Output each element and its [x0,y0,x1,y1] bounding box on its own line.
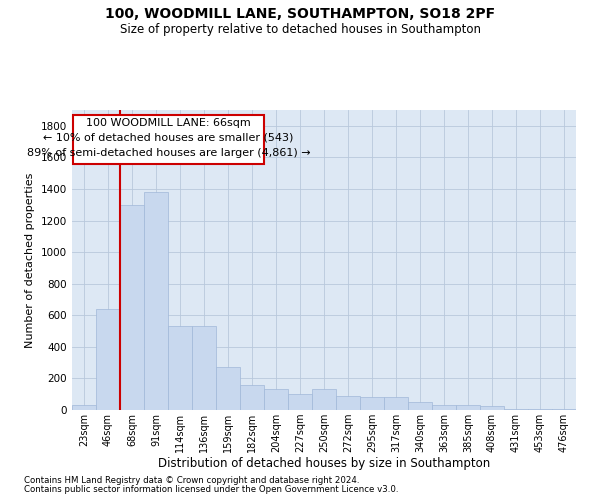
Bar [120,204,144,410]
Text: 100 WOODMILL LANE: 66sqm: 100 WOODMILL LANE: 66sqm [86,118,251,128]
Bar [528,409,552,410]
Bar [384,398,408,410]
Bar [552,409,576,410]
Bar [72,406,96,410]
Text: 89% of semi-detached houses are larger (4,861) →: 89% of semi-detached houses are larger (… [27,148,310,158]
Bar [456,406,480,410]
Text: 100, WOODMILL LANE, SOUTHAMPTON, SO18 2PF: 100, WOODMILL LANE, SOUTHAMPTON, SO18 2P… [105,8,495,22]
Bar [192,326,216,410]
Text: ← 10% of detached houses are smaller (543): ← 10% of detached houses are smaller (54… [43,133,294,143]
Bar [240,384,264,410]
Bar [312,390,336,410]
Text: Size of property relative to detached houses in Southampton: Size of property relative to detached ho… [119,22,481,36]
Bar [360,398,384,410]
Bar [216,368,240,410]
Bar [144,192,168,410]
Text: Contains HM Land Registry data © Crown copyright and database right 2024.: Contains HM Land Registry data © Crown c… [24,476,359,485]
Bar [432,406,456,410]
Bar [168,326,192,410]
Bar [288,394,312,410]
Bar [480,406,504,410]
Bar [96,309,120,410]
Y-axis label: Number of detached properties: Number of detached properties [25,172,35,348]
Bar [408,402,432,410]
Bar [504,409,528,410]
Text: Distribution of detached houses by size in Southampton: Distribution of detached houses by size … [158,458,490,470]
Text: Contains public sector information licensed under the Open Government Licence v3: Contains public sector information licen… [24,485,398,494]
Bar [264,390,288,410]
Bar [336,396,360,410]
FancyBboxPatch shape [73,114,264,164]
